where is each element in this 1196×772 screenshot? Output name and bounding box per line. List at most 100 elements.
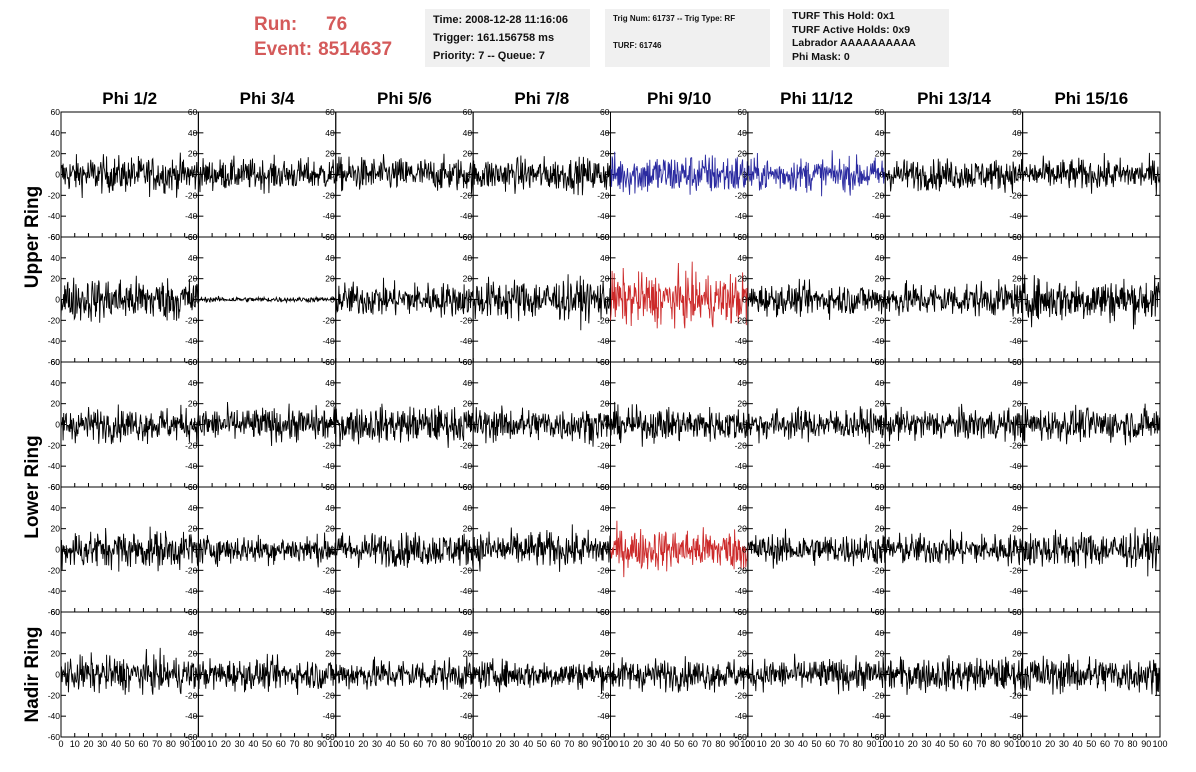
y-tick-label: -60 [48,482,61,492]
y-tick-label: 40 [325,503,335,513]
x-tick-label: 60 [276,739,286,749]
waveform-trace [884,403,1024,442]
x-tick-label: 70 [976,739,986,749]
y-tick-label: 40 [875,128,885,138]
y-tick-label: 40 [1012,628,1022,638]
y-tick-label: 0 [193,670,198,680]
x-tick-label: 40 [798,739,808,749]
y-tick-label: 20 [51,399,61,409]
x-tick-label: 10 [344,739,354,749]
y-tick-label: 0 [880,295,885,305]
x-tick-label: 100 [603,739,618,749]
y-tick-label: 40 [737,503,747,513]
x-tick-label: 40 [1073,739,1083,749]
waveform-trace [1022,653,1161,699]
y-tick-label: 20 [1012,274,1022,284]
y-tick-label: 60 [875,482,885,492]
y-tick-label: 0 [1017,545,1022,555]
y-tick-label: -20 [735,565,748,575]
y-tick-label: -20 [872,190,885,200]
y-tick-label: -40 [735,336,748,346]
y-tick-label: -40 [460,711,473,721]
y-tick-label: -20 [1009,565,1022,575]
x-tick-label: 30 [372,739,382,749]
y-tick-label: 40 [463,128,473,138]
y-tick-label: 40 [875,628,885,638]
x-tick-label: 60 [825,739,835,749]
waveform-trace [610,656,749,693]
y-tick-label: 20 [1012,524,1022,534]
y-tick-label: -40 [322,461,335,471]
y-tick-label: 20 [600,524,610,534]
x-tick-label: 0 [1020,739,1025,749]
x-tick-label: 50 [949,739,959,749]
column-header-phi-8: Phi 15/16 [1054,89,1128,108]
y-tick-label: 40 [188,253,198,263]
y-tick-label: 0 [55,670,60,680]
y-tick-label: -40 [185,336,198,346]
x-tick-label: 80 [441,739,451,749]
y-tick-label: 0 [742,420,747,430]
waveform-trace [1022,152,1161,196]
y-tick-label: 40 [51,253,61,263]
y-tick-label: -20 [185,440,198,450]
waveform-trace [197,532,337,568]
y-tick-label: 0 [605,545,610,555]
y-tick-label: 0 [1017,420,1022,430]
x-tick-label: 100 [466,739,481,749]
panel-r5-c4: -60 -40 -20 0 20 40 60 [460,607,611,742]
y-tick-label: -40 [1009,336,1022,346]
y-tick-label: 60 [51,482,61,492]
panel-r5-c3: -60 -40 -20 0 20 40 60 [322,607,474,742]
y-tick-label: 20 [188,149,198,159]
column-header-phi-6: Phi 11/12 [780,89,853,108]
y-tick-label: -20 [48,565,61,575]
x-tick-label: 0 [883,739,888,749]
y-tick-label: 40 [188,503,198,513]
x-tick-label: 60 [413,739,423,749]
waveform-trace [197,154,337,194]
y-tick-label: 40 [1012,253,1022,263]
turf-holds-box: TURF This Hold: 0x1 TURF Active Holds: 0… [783,9,949,67]
y-tick-label: 60 [51,607,61,617]
waveform-trace [335,277,474,318]
y-tick-label: 0 [55,420,60,430]
y-tick-label: 40 [51,378,61,388]
y-tick-label: -20 [460,440,473,450]
y-tick-label: 0 [742,545,747,555]
y-tick-label: 20 [875,274,885,284]
ring-label-1: Upper Ring [22,186,43,288]
waveform-trace [610,520,749,578]
y-tick-label: -20 [48,315,61,325]
y-tick-label: 60 [737,107,747,117]
y-tick-label: -40 [597,461,610,471]
waveform-trace [1022,274,1161,330]
waveform-trace [610,401,749,447]
y-tick-label: 0 [467,170,472,180]
y-tick-label: -40 [735,461,748,471]
x-tick-label: 50 [812,739,822,749]
x-tick-label: 90 [180,739,190,749]
x-tick-label: 50 [674,739,684,749]
y-tick-label: 40 [737,628,747,638]
y-tick-label: -60 [185,732,198,742]
x-tick-label: 20 [908,739,918,749]
y-tick-label: 0 [467,295,472,305]
x-tick-label: 80 [715,739,725,749]
x-tick-label: 80 [990,739,1000,749]
x-tick-label: 10 [757,739,767,749]
panel-r5-c1: -60 -40 -20 0 20 40 60 [48,607,199,742]
y-tick-label: 40 [1012,503,1022,513]
y-tick-label: -40 [48,336,61,346]
x-tick-label: 0 [58,739,63,749]
x-tick-label: 40 [386,739,396,749]
